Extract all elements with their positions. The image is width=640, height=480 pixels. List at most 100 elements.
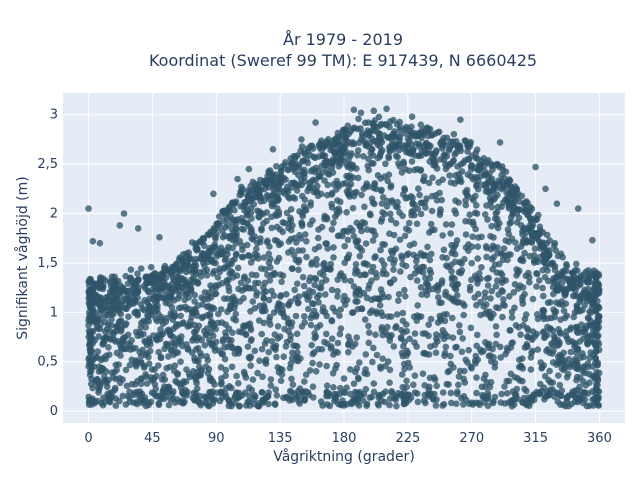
data-point [543,331,551,339]
data-point [468,162,476,169]
data-point [517,331,524,339]
data-point [192,244,199,252]
data-point [215,310,222,318]
data-point [318,137,325,144]
data-point [425,321,433,329]
data-point [86,277,93,285]
data-point [205,254,212,261]
data-point [145,360,153,368]
data-point [424,132,432,140]
data-point [493,160,501,168]
data-point [505,178,513,185]
data-point [228,363,236,371]
data-point [286,364,294,372]
data-point [251,233,258,240]
data-point [312,368,320,375]
data-point [178,333,185,340]
data-point [275,241,283,249]
data-point [324,245,332,252]
data-point [341,292,348,300]
data-point [444,368,452,376]
data-point [292,312,300,320]
data-point [458,168,466,175]
data-point [100,394,107,402]
data-point [442,221,450,228]
data-point [526,252,533,260]
data-point [368,268,375,275]
data-point [498,390,505,398]
data-point [546,237,554,244]
data-point [507,327,514,334]
data-point [271,400,279,408]
data-point [439,145,446,152]
data-point [328,226,336,233]
data-point [253,289,261,296]
data-point [572,267,579,274]
data-point [260,396,267,404]
data-point [345,348,352,356]
data-point [422,274,429,282]
data-point [137,332,145,339]
data-point [345,187,353,195]
data-point [255,317,263,324]
data-point [393,311,401,318]
data-point [298,323,306,330]
data-point [324,340,331,348]
data-point [190,389,197,397]
data-point [431,226,438,234]
data-point [265,400,272,408]
data-point [544,299,552,307]
data-point [370,227,377,235]
data-point [355,402,363,409]
data-point [277,271,284,278]
data-point [410,313,418,321]
data-point [545,252,553,260]
data-point [350,380,358,388]
data-point [519,300,527,308]
data-point [252,271,260,279]
data-point [524,199,531,207]
data-point [403,327,411,335]
data-point [465,241,472,248]
y-axis-title: Signifikant våghöjd (m) [14,176,31,339]
data-point [355,286,363,293]
data-point [376,392,384,400]
data-point [334,293,341,300]
data-point [563,374,571,381]
data-point [324,181,332,189]
data-point [199,301,206,308]
data-point [366,210,374,218]
data-point [356,252,364,260]
data-point [316,361,323,368]
data-point [326,159,333,166]
data-point [365,166,373,174]
data-point [232,310,240,318]
data-point [298,143,306,150]
data-point [354,305,362,313]
data-point [560,366,567,374]
data-point [414,267,422,274]
data-point [396,163,404,170]
data-point [322,291,329,298]
data-point [398,252,405,260]
data-point [438,332,446,339]
data-point [442,291,449,299]
data-point [402,125,409,133]
data-point [227,267,235,275]
data-point [197,371,204,379]
data-point [214,220,221,227]
data-point [347,366,354,373]
data-point [448,241,455,249]
data-point [271,331,279,338]
data-point [306,367,314,374]
data-point [287,298,294,306]
data-point [310,349,318,356]
data-point [256,357,263,365]
data-point [469,218,477,226]
data-point [443,134,451,142]
data-point [505,201,513,209]
data-point [528,396,535,404]
data-point [302,207,310,214]
data-point [483,275,491,283]
data-point [426,266,434,274]
